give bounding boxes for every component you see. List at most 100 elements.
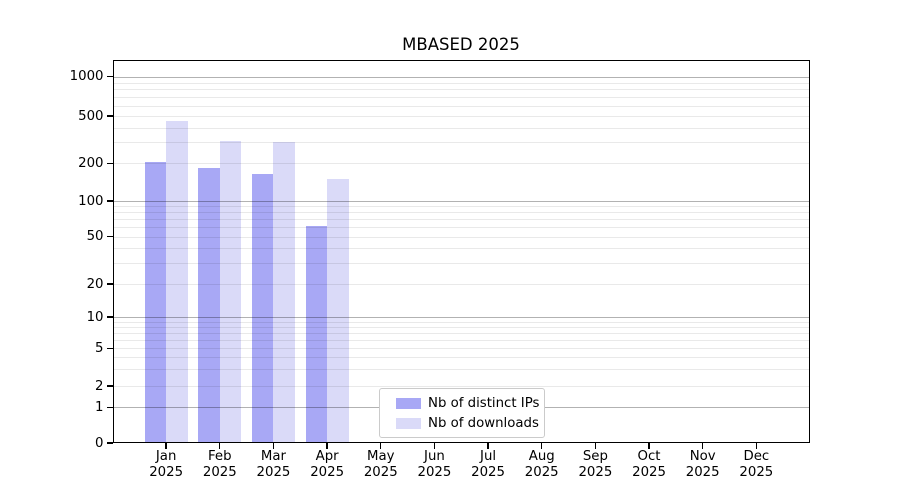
gridline-minor	[112, 369, 810, 371]
x-tick-mark	[487, 443, 489, 449]
x-tick-label: Aug 2025	[502, 449, 582, 481]
x-label-month: Mar	[260, 449, 286, 464]
x-tick-mark	[755, 443, 758, 449]
x-tick-label: Feb 2025	[180, 449, 260, 481]
gridline-minor	[112, 333, 810, 335]
gridline-minor	[112, 82, 810, 84]
y-tick-label: 1	[95, 399, 104, 415]
y-tick-label: 2	[95, 378, 104, 394]
gridline-minor	[112, 348, 810, 350]
y-tick-label: 500	[78, 108, 104, 124]
x-tick-label: Oct 2025	[609, 449, 689, 481]
x-label-month: Dec	[743, 449, 770, 464]
x-label-year: 2025	[471, 465, 505, 480]
y-tick-label: 1000	[69, 69, 104, 85]
chart-title: MBASED 2025	[402, 35, 520, 54]
y-tick-mark	[106, 442, 113, 444]
y-tick-mark	[106, 236, 113, 238]
gridline-minor	[112, 163, 810, 165]
x-label-year: 2025	[202, 465, 237, 480]
x-label-month: Aug	[528, 449, 555, 464]
y-tick-mark	[106, 385, 113, 387]
legend-swatch-icon	[396, 417, 421, 429]
gridline-minor	[112, 357, 810, 359]
gridline-minor	[112, 212, 810, 214]
y-tick-label: 200	[78, 155, 104, 171]
gridline-minor	[112, 248, 810, 250]
x-label-year: 2025	[739, 465, 774, 480]
x-label-year: 2025	[149, 465, 184, 480]
x-tick-label: Jun 2025	[394, 449, 474, 481]
x-label-month: Oct	[637, 449, 661, 464]
y-tick-mark	[106, 162, 113, 164]
y-tick-label: 50	[86, 229, 104, 245]
bar-distinct-ips-mar	[251, 173, 274, 443]
x-tick-mark	[701, 443, 704, 449]
y-tick-mark	[106, 316, 113, 318]
legend-item: Nb of downloads	[380, 415, 539, 432]
y-tick-label: 100	[78, 193, 104, 209]
x-label-month: May	[367, 449, 395, 464]
x-label-month: Jan	[155, 449, 177, 464]
x-label-month: Jul	[480, 449, 497, 464]
gridline-minor	[112, 142, 810, 144]
x-label-year: 2025	[632, 465, 666, 480]
bar-downloads-mar	[273, 141, 295, 443]
y-tick-mark	[106, 76, 113, 78]
bar-distinct-ips-feb	[198, 167, 220, 443]
gridline-minor	[112, 105, 810, 107]
x-label-month: Feb	[208, 449, 232, 464]
x-tick-label: Jul 2025	[448, 449, 528, 481]
gridline-minor	[112, 284, 810, 285]
gridline-major	[112, 317, 810, 318]
x-tick-label: Dec 2025	[716, 449, 796, 481]
x-tick-mark	[380, 443, 382, 449]
x-tick-mark	[541, 443, 543, 449]
legend: Nb of distinct IPs Nb of downloads	[379, 387, 545, 438]
x-tick-label: May 2025	[341, 449, 421, 481]
legend-item: Nb of distinct IPs	[380, 395, 539, 412]
y-tick-label: 20	[86, 276, 104, 292]
gridline-minor	[112, 219, 810, 221]
x-label-month: Nov	[689, 449, 716, 464]
x-tick-mark	[648, 443, 650, 449]
x-label-month: Apr	[315, 449, 339, 464]
x-tick-mark	[219, 443, 221, 449]
x-label-year: 2025	[685, 465, 720, 480]
x-label-year: 2025	[417, 465, 452, 480]
x-tick-mark	[272, 443, 275, 449]
gridline-minor	[112, 89, 810, 91]
x-label-month: Sep	[582, 449, 608, 464]
gridline-minor	[112, 263, 810, 265]
gridline-major	[112, 76, 810, 78]
x-tick-label: Sep 2025	[555, 449, 635, 481]
y-tick-label: 5	[95, 340, 104, 356]
x-label-year: 2025	[524, 465, 559, 480]
x-tick-label: Nov 2025	[663, 449, 743, 481]
x-label-year: 2025	[363, 465, 398, 480]
bar-distinct-ips-apr	[305, 225, 328, 443]
x-tick-mark	[594, 443, 597, 449]
bar-distinct-ips-jan	[144, 162, 167, 443]
x-label-year: 2025	[578, 465, 613, 480]
x-label-year: 2025	[310, 465, 345, 480]
bar-downloads-apr	[327, 178, 349, 443]
x-tick-label: Jan 2025	[126, 449, 206, 481]
legend-swatch-icon	[396, 398, 421, 409]
x-tick-mark	[165, 443, 167, 449]
gridline-minor	[112, 386, 810, 387]
bar-downloads-jan	[166, 120, 188, 443]
y-tick-mark	[106, 406, 113, 408]
x-tick-mark	[433, 443, 436, 449]
x-tick-label: Apr 2025	[287, 449, 367, 481]
legend-label: Nb of distinct IPs	[428, 396, 540, 411]
y-tick-mark	[106, 115, 113, 117]
x-label-year: 2025	[256, 465, 291, 480]
gridline-minor	[112, 116, 810, 117]
gridline-minor	[112, 127, 810, 129]
gridline-minor	[112, 340, 810, 342]
gridline-major	[112, 201, 810, 202]
x-tick-label: Mar 2025	[233, 449, 313, 481]
x-label-month: Jun	[424, 449, 445, 464]
